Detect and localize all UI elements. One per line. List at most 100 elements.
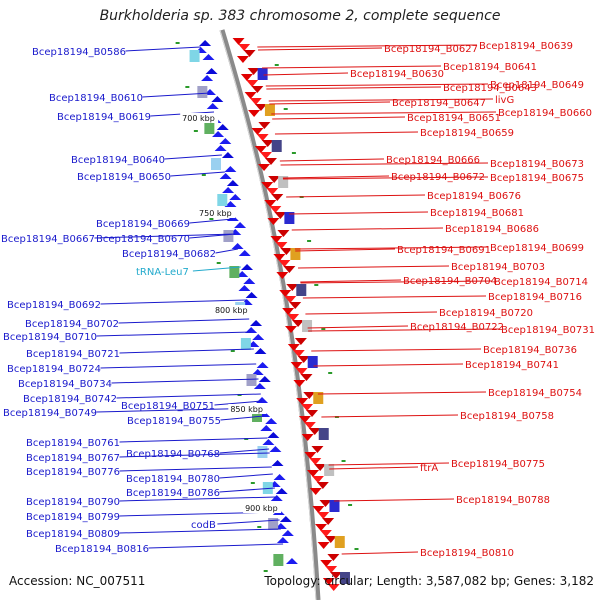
left-gene-label[interactable]: Bcep18194_B0619 bbox=[57, 112, 151, 123]
right-gene-label[interactable]: Bcep18194_B0660 bbox=[498, 108, 592, 119]
left-gene-label[interactable]: codB bbox=[191, 520, 216, 531]
right-gene-label[interactable]: Bcep18194_B0666 bbox=[386, 155, 480, 166]
left-gene-label[interactable]: Bcep18194_B0799 bbox=[26, 512, 120, 523]
left-gene-label[interactable]: Bcep18194_B0816 bbox=[55, 544, 149, 555]
scale-tick-bg bbox=[197, 208, 236, 218]
label-leader-line bbox=[100, 363, 257, 369]
right-gene-label[interactable]: Bcep18194_B0720 bbox=[439, 308, 533, 319]
marker-tick bbox=[175, 42, 180, 44]
reverse-gene-arrow bbox=[293, 380, 306, 387]
left-gene-label[interactable]: Bcep18194_B0734 bbox=[18, 379, 112, 390]
right-gene-label[interactable]: Bcep18194_B0731 bbox=[501, 325, 595, 336]
right-gene-label[interactable]: Bcep18194_B0676 bbox=[427, 191, 521, 202]
left-gene-label[interactable]: Bcep18194_B0742 bbox=[23, 394, 117, 405]
right-gene-label[interactable]: Bcep18194_B0704 bbox=[403, 276, 497, 287]
right-gene-label[interactable]: Bcep18194_B0703 bbox=[451, 262, 545, 273]
right-gene-label[interactable]: Bcep18194_B0788 bbox=[456, 495, 550, 506]
reverse-gene-arrow bbox=[258, 122, 271, 129]
left-gene-label[interactable]: tRNA-Leu7 bbox=[136, 267, 189, 278]
left-gene-label[interactable]: Bcep18194_B0702 bbox=[25, 319, 119, 330]
right-gene-label[interactable]: Bcep18194_B0775 bbox=[451, 459, 545, 470]
reverse-gene-arrow bbox=[249, 98, 262, 105]
right-gene-label[interactable]: Bcep18194_B0716 bbox=[488, 292, 582, 303]
left-gene-label[interactable]: Bcep18194_B0640 bbox=[71, 155, 165, 166]
forward-gene-arrow bbox=[279, 516, 292, 522]
right-gene-label[interactable]: Bcep18194_B0647 bbox=[392, 98, 486, 109]
label-leader-line bbox=[119, 496, 277, 502]
reverse-gene-arrow bbox=[309, 488, 322, 495]
right-gene-label[interactable]: Bcep18194_B0659 bbox=[420, 128, 514, 139]
right-gene-label[interactable]: Bcep18194_B0810 bbox=[420, 548, 514, 559]
annotation-block bbox=[290, 248, 301, 260]
left-gene-label[interactable]: Bcep18194_B0790 bbox=[26, 497, 120, 508]
left-gene-label[interactable]: Bcep18194_B0610 bbox=[49, 93, 143, 104]
right-gene-label[interactable]: Bcep18194_B0758 bbox=[460, 411, 554, 422]
right-gene-label[interactable]: Bcep18194_B0673 bbox=[490, 159, 584, 170]
right-gene-label[interactable]: Bcep18194_B0681 bbox=[430, 208, 524, 219]
left-gene-label[interactable]: Bcep18194_B0724 bbox=[7, 364, 101, 375]
forward-gene-arrow bbox=[260, 425, 273, 431]
right-gene-label[interactable]: Bcep18194_B0649 bbox=[490, 80, 584, 91]
marker-tick bbox=[328, 372, 333, 374]
right-gene-label[interactable]: Bcep18194_B0641 bbox=[443, 62, 537, 73]
right-gene-label[interactable]: Bcep18194_B0675 bbox=[490, 173, 584, 184]
right-gene-label[interactable]: Bcep18194_B0714 bbox=[494, 277, 588, 288]
right-gene-label[interactable]: Bcep18194_B0736 bbox=[483, 345, 577, 356]
label-leader-line bbox=[341, 551, 419, 555]
right-gene-label[interactable]: Bcep18194_B0691 bbox=[397, 245, 491, 256]
label-leader-line bbox=[215, 248, 238, 254]
right-gene-label[interactable]: livG bbox=[495, 95, 514, 106]
forward-gene-arrow bbox=[214, 145, 227, 151]
left-gene-label[interactable]: Bcep18194_B0682 bbox=[122, 249, 216, 260]
label-leader-line bbox=[192, 266, 241, 272]
label-leader-line bbox=[321, 414, 459, 418]
left-gene-label[interactable]: Bcep18194_B0710 bbox=[3, 332, 97, 343]
right-gene-label[interactable]: Bcep18194_B0627 bbox=[384, 44, 478, 55]
label-leader-line bbox=[317, 391, 487, 395]
left-gene-label[interactable]: Bcep18194_B0767 bbox=[26, 453, 120, 464]
left-gene-label[interactable]: Bcep18194_B0749 bbox=[3, 408, 97, 419]
reverse-gene-arrow bbox=[284, 296, 297, 303]
right-gene-label[interactable]: Bcep18194_B0686 bbox=[445, 224, 539, 235]
left-gene-label[interactable]: Bcep18194_B0669 bbox=[96, 219, 190, 230]
forward-gene-arrow bbox=[199, 40, 212, 46]
left-gene-label[interactable]: Bcep18194_B0650 bbox=[77, 172, 171, 183]
forward-gene-arrow bbox=[224, 201, 237, 207]
marker-tick bbox=[348, 504, 353, 506]
left-gene-label[interactable]: Bcep18194_B0755 bbox=[127, 416, 221, 427]
label-leader-line bbox=[94, 233, 236, 239]
forward-gene-arrow bbox=[250, 320, 263, 326]
left-gene-label[interactable]: Bcep18194_B0761 bbox=[26, 438, 120, 449]
marker-tick bbox=[193, 130, 198, 132]
right-gene-label[interactable]: Bcep18194_B0651 bbox=[407, 113, 501, 124]
left-gene-label[interactable]: Bcep18194_B0768 bbox=[126, 449, 220, 460]
left-gene-label[interactable]: Bcep18194_B0786 bbox=[126, 488, 220, 499]
left-gene-label[interactable]: Bcep18194_B0667 bbox=[1, 234, 95, 245]
label-leader-line bbox=[305, 311, 438, 315]
left-gene-label[interactable]: Bcep18194_B0670 bbox=[96, 234, 190, 245]
reverse-gene-arrow bbox=[325, 566, 338, 573]
annotation-block bbox=[268, 518, 279, 530]
right-gene-label[interactable]: Bcep18194_B0741 bbox=[465, 360, 559, 371]
right-gene-label[interactable]: Bcep18194_B0643 bbox=[443, 83, 537, 94]
left-gene-label[interactable]: Bcep18194_B0809 bbox=[26, 529, 120, 540]
label-leader-line bbox=[189, 233, 236, 239]
left-gene-label[interactable]: Bcep18194_B0780 bbox=[126, 474, 220, 485]
right-gene-label[interactable]: ftrA bbox=[420, 463, 438, 474]
label-leader-line bbox=[118, 318, 250, 324]
right-gene-label[interactable]: Bcep18194_B0630 bbox=[350, 69, 444, 80]
left-gene-label[interactable]: Bcep18194_B0776 bbox=[26, 467, 120, 478]
right-gene-label[interactable]: Bcep18194_B0639 bbox=[479, 41, 573, 52]
left-gene-label[interactable]: Bcep18194_B0721 bbox=[26, 349, 120, 360]
left-gene-label[interactable]: Bcep18194_B0692 bbox=[7, 300, 101, 311]
left-gene-label[interactable]: Bcep18194_B0751 bbox=[121, 401, 215, 412]
forward-gene-arrow bbox=[205, 68, 218, 74]
forward-gene-arrow bbox=[252, 334, 265, 340]
right-gene-label[interactable]: Bcep18194_B0754 bbox=[488, 388, 582, 399]
annotation-block bbox=[302, 320, 313, 332]
right-gene-label[interactable]: Bcep18194_B0699 bbox=[490, 243, 584, 254]
left-gene-label[interactable]: Bcep18194_B0586 bbox=[32, 47, 126, 58]
annotation-block bbox=[210, 158, 221, 170]
right-gene-label[interactable]: Bcep18194_B0672 bbox=[391, 172, 485, 183]
right-gene-label[interactable]: Bcep18194_B0722 bbox=[410, 322, 504, 333]
